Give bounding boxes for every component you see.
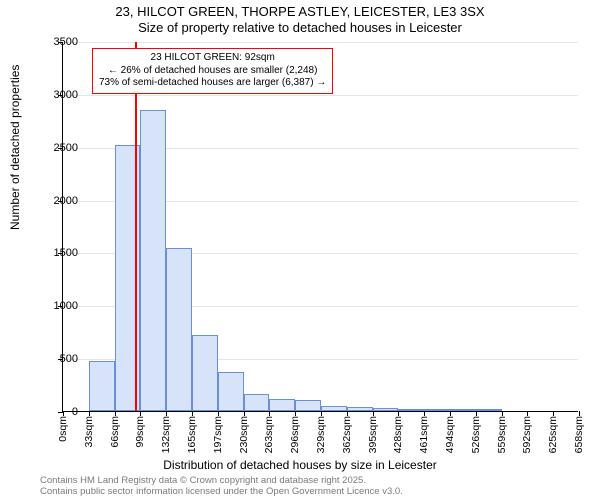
xtick-label: 526sqm (470, 416, 482, 453)
annotation-line-2: ← 26% of detached houses are smaller (2,… (99, 65, 326, 78)
xtick-label: 66sqm (109, 416, 121, 448)
ytick-label: 2500 (28, 142, 78, 154)
reference-line (135, 42, 137, 411)
xtick-label: 362sqm (341, 416, 353, 453)
histogram-bar (398, 409, 424, 411)
xtick-label: 559sqm (496, 416, 508, 453)
xtick-label: 461sqm (418, 416, 430, 453)
x-axis-title: Distribution of detached houses by size … (0, 458, 600, 472)
annotation-box: 23 HILCOT GREEN: 92sqm ← 26% of detached… (92, 48, 333, 94)
ytick-label: 500 (28, 353, 78, 365)
annotation-line-3: 73% of semi-detached houses are larger (… (99, 77, 326, 90)
ytick-label: 1500 (28, 247, 78, 259)
histogram-bar (218, 372, 244, 411)
xtick-label: 99sqm (134, 416, 146, 448)
ytick-label: 3000 (28, 89, 78, 101)
xtick-label: 33sqm (83, 416, 95, 448)
y-axis-title: Number of detached properties (8, 65, 22, 230)
title-line-1: 23, HILCOT GREEN, THORPE ASTLEY, LEICEST… (0, 4, 600, 20)
xtick-label: 395sqm (367, 416, 379, 453)
histogram-bar (321, 406, 347, 411)
annotation-line-1: 23 HILCOT GREEN: 92sqm (99, 52, 326, 65)
chart-title: 23, HILCOT GREEN, THORPE ASTLEY, LEICEST… (0, 0, 600, 37)
xtick-label: 494sqm (444, 416, 456, 453)
xtick-label: 0sqm (57, 416, 69, 442)
histogram-bar (424, 409, 450, 411)
histogram-bar (244, 394, 270, 411)
histogram-bar (450, 409, 476, 411)
ytick-label: 3500 (28, 36, 78, 48)
histogram-bar (295, 400, 321, 411)
attribution: Contains HM Land Registry data © Crown c… (40, 476, 403, 498)
xtick-label: 625sqm (547, 416, 559, 453)
xtick-label: 165sqm (186, 416, 198, 453)
chart-container: 23, HILCOT GREEN, THORPE ASTLEY, LEICEST… (0, 0, 600, 500)
xtick-label: 263sqm (263, 416, 275, 453)
ytick-label: 1000 (28, 300, 78, 312)
histogram-bar (166, 248, 192, 411)
xtick-label: 132sqm (160, 416, 172, 453)
ytick-label: 0 (28, 406, 78, 418)
histogram-bar (373, 408, 399, 411)
ytick-label: 2000 (28, 195, 78, 207)
histogram-bar (89, 361, 115, 411)
histogram-bar (476, 409, 502, 411)
histogram-bar (192, 335, 218, 411)
xtick-label: 658sqm (573, 416, 585, 453)
xtick-label: 296sqm (289, 416, 301, 453)
xtick-label: 197sqm (212, 416, 224, 453)
title-line-2: Size of property relative to detached ho… (0, 20, 600, 36)
plot-wrap: 0sqm33sqm66sqm99sqm132sqm165sqm197sqm230… (62, 42, 578, 412)
histogram-bar (347, 407, 373, 411)
histogram-bar (140, 110, 166, 411)
plot-area: 0sqm33sqm66sqm99sqm132sqm165sqm197sqm230… (62, 42, 578, 412)
xtick-label: 329sqm (315, 416, 327, 453)
xtick-label: 592sqm (521, 416, 533, 453)
attribution-line-2: Contains public sector information licen… (40, 487, 403, 498)
gridline-h (63, 42, 578, 43)
xtick-label: 230sqm (238, 416, 250, 453)
xtick-label: 428sqm (392, 416, 404, 453)
gridline-h (63, 95, 578, 96)
histogram-bar (269, 399, 295, 411)
